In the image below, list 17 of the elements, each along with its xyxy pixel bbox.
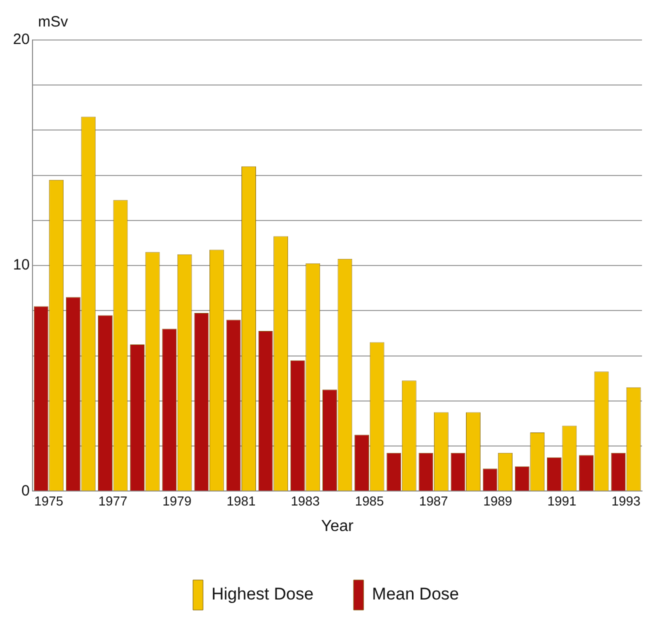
x-tick-label: 1981 — [226, 494, 256, 509]
y-tick-label: 20 — [12, 31, 30, 48]
y-tick-label: 10 — [12, 256, 30, 274]
x-axis-title: Year — [321, 518, 354, 535]
legend-label: Mean Dose — [372, 584, 459, 604]
x-tick-label: 1991 — [547, 494, 576, 509]
x-tick-label: 1975 — [34, 494, 64, 509]
x-tick-label: 1985 — [354, 494, 384, 509]
y-axis-title: mSv — [38, 14, 68, 31]
x-tick-label: 1977 — [98, 494, 128, 509]
x-tick-label: 1989 — [483, 494, 512, 509]
x-tick-label: 1987 — [419, 494, 448, 509]
legend-label: Highest Dose — [212, 584, 314, 604]
x-tick-label: 1979 — [162, 494, 192, 509]
x-tick-label: 1993 — [612, 494, 640, 509]
x-tick-label: 1983 — [290, 494, 320, 509]
y-tick-label: 0 — [21, 482, 30, 500]
